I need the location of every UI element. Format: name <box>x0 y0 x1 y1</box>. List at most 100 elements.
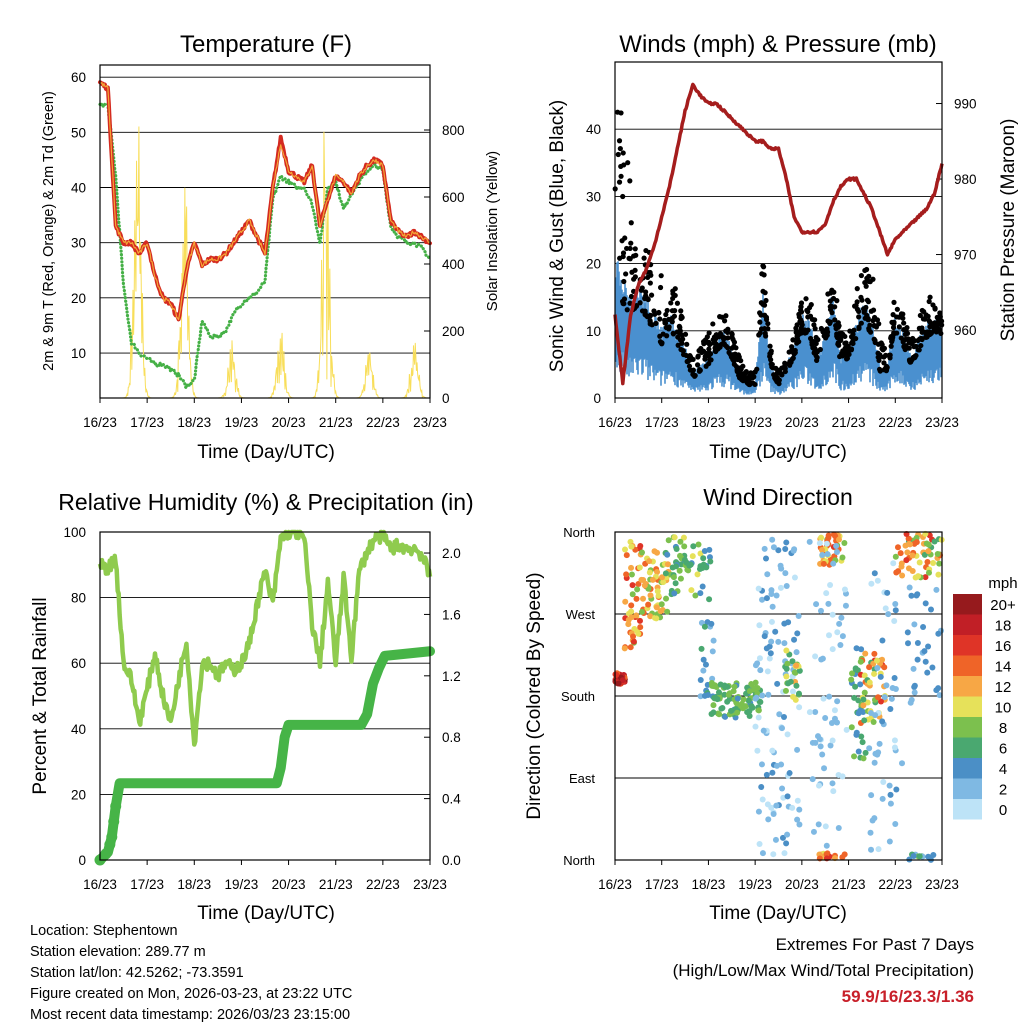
wind-direction-point <box>769 603 776 610</box>
gust-point <box>888 343 894 349</box>
wind-direction-point <box>891 737 898 744</box>
right-tick-label: 600 <box>442 190 465 205</box>
gust-point <box>706 330 712 336</box>
gust-point <box>738 358 744 364</box>
x-tick-label: 20/23 <box>272 415 306 430</box>
wind-direction-point <box>765 816 772 823</box>
gust-point <box>737 374 743 380</box>
wind-direction-point <box>839 854 846 861</box>
x-tick-label: 22/23 <box>366 415 400 430</box>
legend-label: 12 <box>995 679 1012 696</box>
gust-point <box>883 352 889 358</box>
wind-direction-point <box>623 552 630 559</box>
wind-direction-point <box>708 620 715 627</box>
legend-swatch <box>953 655 982 676</box>
wind-direction-point <box>790 547 797 554</box>
gust-point <box>723 313 729 319</box>
wind-direction-point <box>924 559 931 566</box>
gust-point <box>765 321 771 327</box>
wind-direction-point <box>794 816 801 823</box>
wind-direction-point <box>695 541 702 548</box>
wind-direction-point <box>921 648 928 655</box>
wind-direction-point <box>866 664 873 671</box>
gust-point <box>811 322 817 328</box>
gust-point <box>671 313 678 319</box>
gust-point <box>891 299 897 305</box>
wind-direction-point <box>781 640 788 647</box>
gust-point <box>719 314 725 320</box>
wind-direction-point <box>647 592 654 599</box>
wind-direction-point <box>717 681 724 688</box>
wind-direction-point <box>927 606 934 613</box>
wind-direction-point <box>775 638 782 645</box>
right-tick-label: 0.0 <box>442 853 461 868</box>
gust-point <box>662 320 668 326</box>
wind-direction-point <box>892 607 899 614</box>
legend-swatch <box>953 635 982 656</box>
wind-direction-point <box>827 742 834 749</box>
wind-direction-point <box>886 782 893 789</box>
gust-point <box>809 339 815 345</box>
wind-direction-point <box>752 685 759 692</box>
wind-direction-point <box>654 588 661 595</box>
wind-direction-point <box>879 637 886 644</box>
wind-direction-point <box>837 642 844 649</box>
gust-point <box>807 313 814 319</box>
gust-point <box>926 298 932 305</box>
y-tick-label: North <box>563 853 595 868</box>
wind-direction-point <box>849 670 856 677</box>
gust-point <box>790 355 796 361</box>
wind-direction-point <box>838 614 845 621</box>
y-tick-label: 20 <box>586 257 601 272</box>
wind-direction-point <box>719 705 726 712</box>
direction-title: Wind Direction <box>703 484 853 510</box>
gust-point <box>657 316 663 322</box>
gust-point <box>894 314 900 320</box>
wind-direction-point <box>816 736 823 743</box>
wind-direction-point <box>879 656 886 663</box>
wind-direction-point <box>755 714 762 721</box>
gust-point <box>722 342 728 348</box>
legend-swatch <box>953 676 982 697</box>
wind-direction-point <box>653 615 660 622</box>
wind-direction-point <box>886 838 893 845</box>
wind-direction-point <box>630 638 637 645</box>
legend-label: 0 <box>999 802 1007 819</box>
gust-point <box>624 307 630 313</box>
gust-point <box>889 339 895 345</box>
wind-direction-point <box>749 704 756 711</box>
wind-direction-point <box>891 744 898 751</box>
wind-direction-point <box>867 829 874 836</box>
wind-direction-point <box>625 621 632 628</box>
wind-direction-point <box>904 629 911 636</box>
wind-direction-point <box>763 771 770 778</box>
right-tick-label: 1.6 <box>442 607 461 622</box>
wind-direction-point <box>879 718 886 725</box>
wind-direction-point <box>763 555 770 562</box>
wind-direction-point <box>871 650 878 657</box>
gust-point <box>730 352 736 358</box>
y-tick-label: 20 <box>71 291 86 306</box>
y-tick-label: 60 <box>71 656 86 671</box>
wind-direction-point <box>925 853 932 860</box>
wind-direction-point <box>784 831 791 838</box>
gust-point <box>670 331 677 337</box>
wind-direction-point <box>628 564 635 571</box>
wind-direction-point <box>887 791 894 798</box>
gust-point <box>769 361 775 368</box>
gust-point <box>870 318 876 324</box>
wind-direction-point <box>830 788 837 795</box>
gust-point <box>812 345 818 351</box>
wind-direction-point <box>860 755 867 762</box>
wind-direction-point <box>629 582 636 589</box>
wind-direction-point <box>858 733 865 740</box>
wind-direction-point <box>857 707 864 714</box>
legend-label: 2 <box>999 782 1007 799</box>
wind-direction-point <box>795 612 802 619</box>
wind-direction-point <box>654 549 661 556</box>
gust-point <box>718 331 724 337</box>
wind-direction-point <box>758 784 765 791</box>
wind-direction-point <box>794 746 801 753</box>
gust-point <box>830 295 837 302</box>
gust-point <box>678 308 684 314</box>
